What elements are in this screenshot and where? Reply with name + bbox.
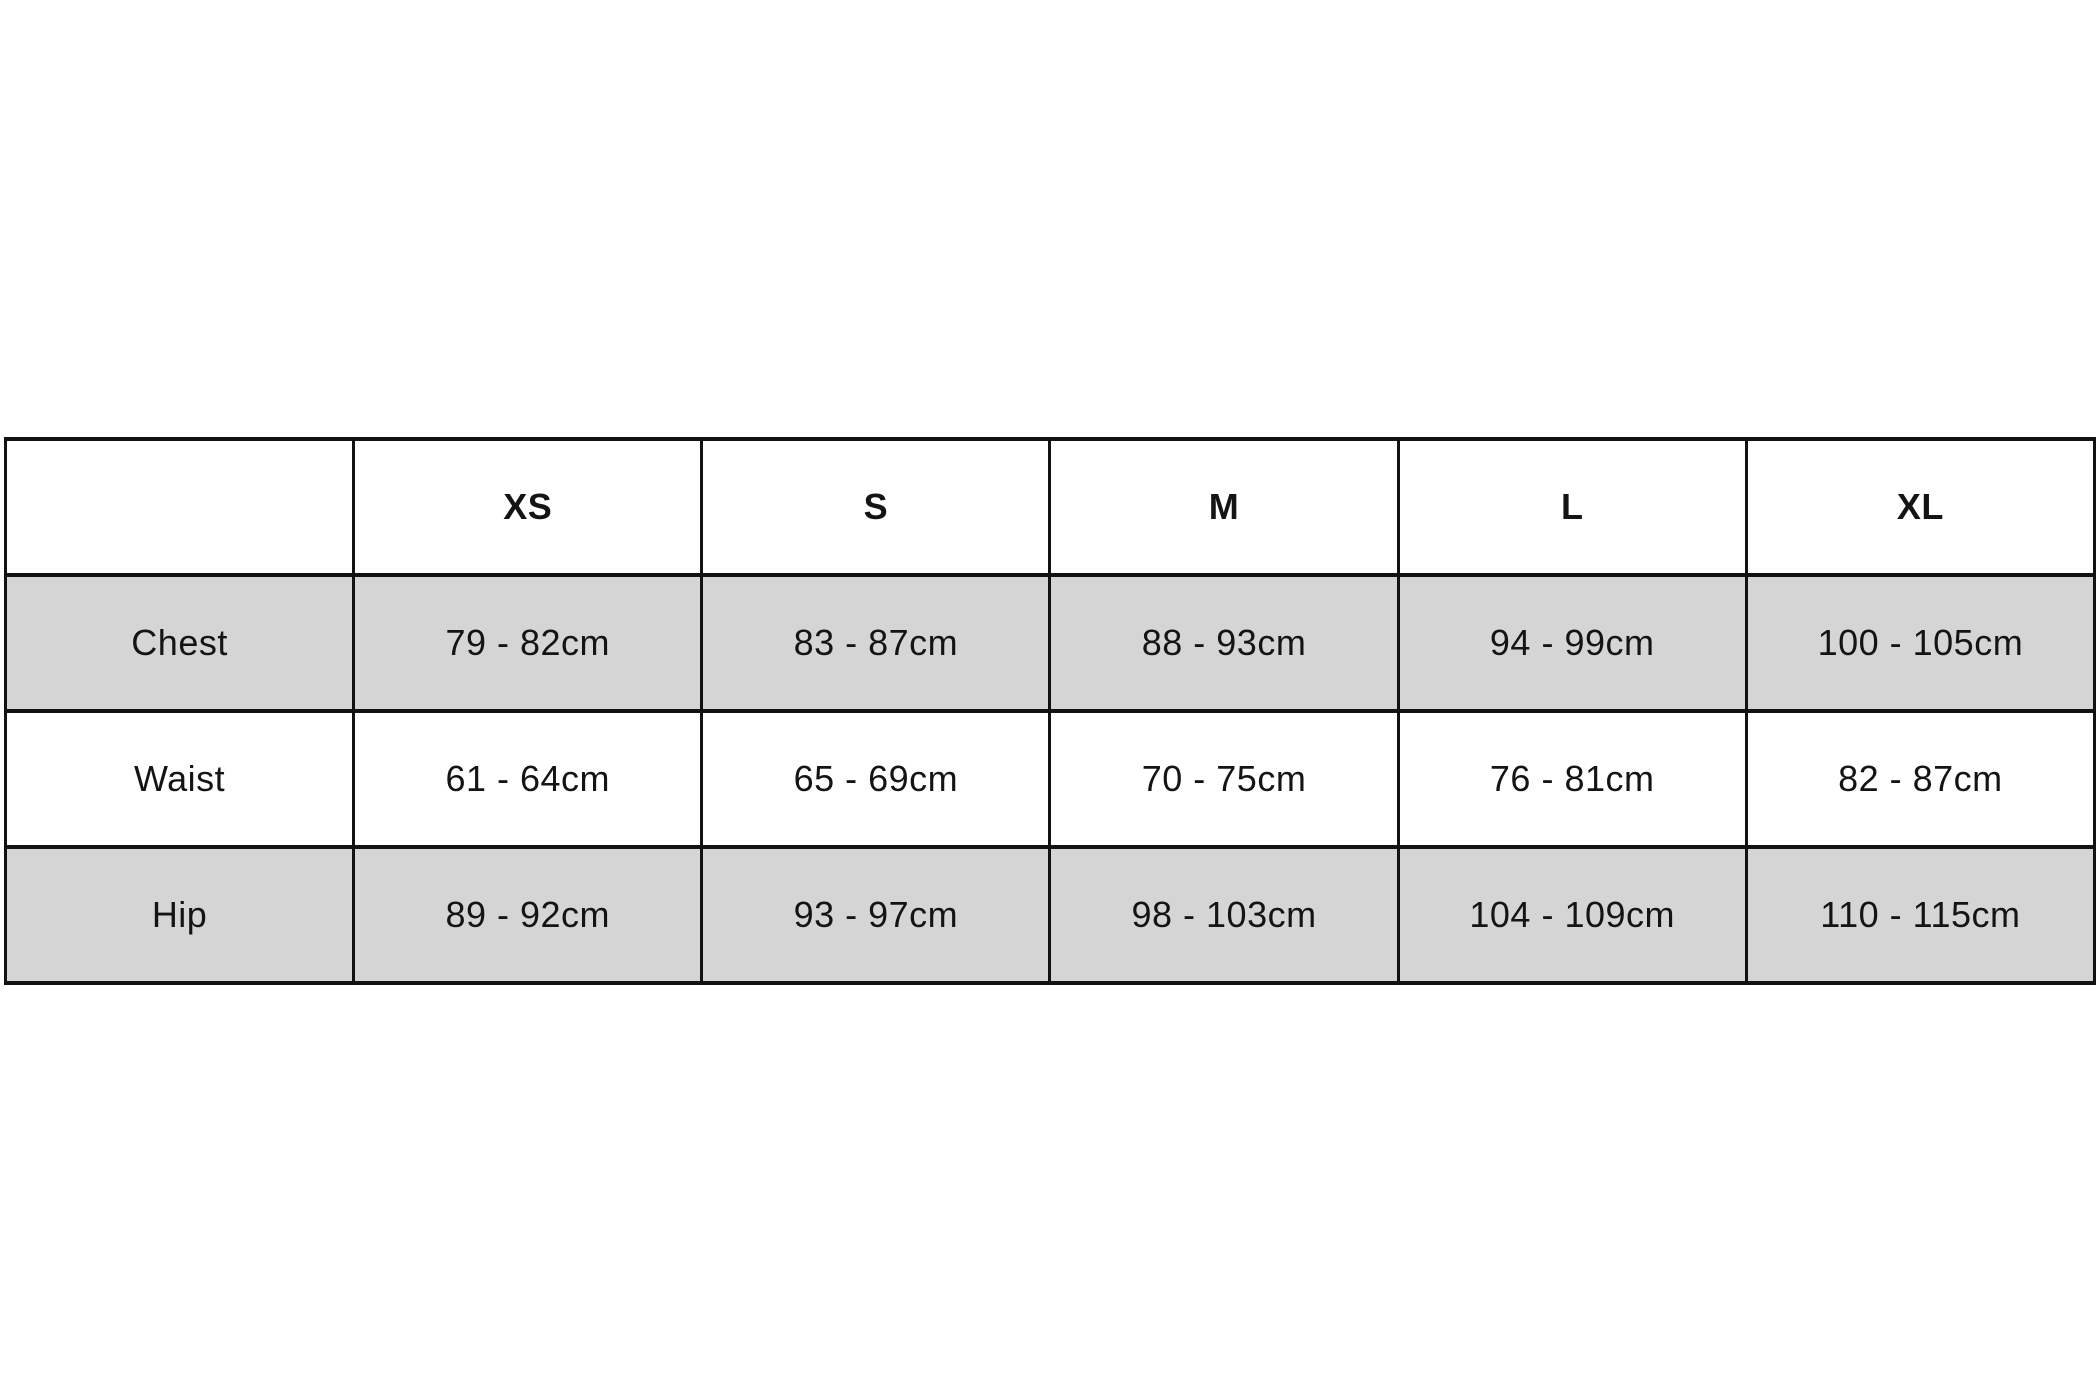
table-row-waist: Waist 61 - 64cm 65 - 69cm 70 - 75cm 76 -… [3,709,2097,849]
column-header-s: S [700,437,1052,577]
column-header-l: L [1396,437,1748,577]
cell-hip-m: 98 - 103cm [1048,845,1400,985]
column-header-xl: XL [1744,437,2097,577]
corner-empty-cell [3,437,356,577]
cell-hip-l: 104 - 109cm [1396,845,1748,985]
cell-chest-xs: 79 - 82cm [352,573,704,713]
row-label-chest: Chest [3,573,356,713]
cell-chest-m: 88 - 93cm [1048,573,1400,713]
table-row-hip: Hip 89 - 92cm 93 - 97cm 98 - 103cm 104 -… [3,845,2097,985]
cell-waist-l: 76 - 81cm [1396,709,1748,849]
column-header-m: M [1048,437,1400,577]
cell-waist-xs: 61 - 64cm [352,709,704,849]
header-row: XS S M L XL [3,437,2097,577]
cell-chest-xl: 100 - 105cm [1744,573,2097,713]
size-chart-header: XS S M L XL [3,437,2097,577]
cell-waist-m: 70 - 75cm [1048,709,1400,849]
cell-waist-xl: 82 - 87cm [1744,709,2097,849]
cell-chest-l: 94 - 99cm [1396,573,1748,713]
row-label-hip: Hip [3,845,356,985]
column-header-xs: XS [352,437,704,577]
cell-waist-s: 65 - 69cm [700,709,1052,849]
size-chart-body: Chest 79 - 82cm 83 - 87cm 88 - 93cm 94 -… [3,573,2097,985]
size-chart-table: XS S M L XL Chest 79 - 82cm 83 - 87cm 88… [3,437,2097,985]
cell-hip-s: 93 - 97cm [700,845,1052,985]
cell-chest-s: 83 - 87cm [700,573,1052,713]
cell-hip-xl: 110 - 115cm [1744,845,2097,985]
cell-hip-xs: 89 - 92cm [352,845,704,985]
table-row-chest: Chest 79 - 82cm 83 - 87cm 88 - 93cm 94 -… [3,573,2097,713]
row-label-waist: Waist [3,709,356,849]
